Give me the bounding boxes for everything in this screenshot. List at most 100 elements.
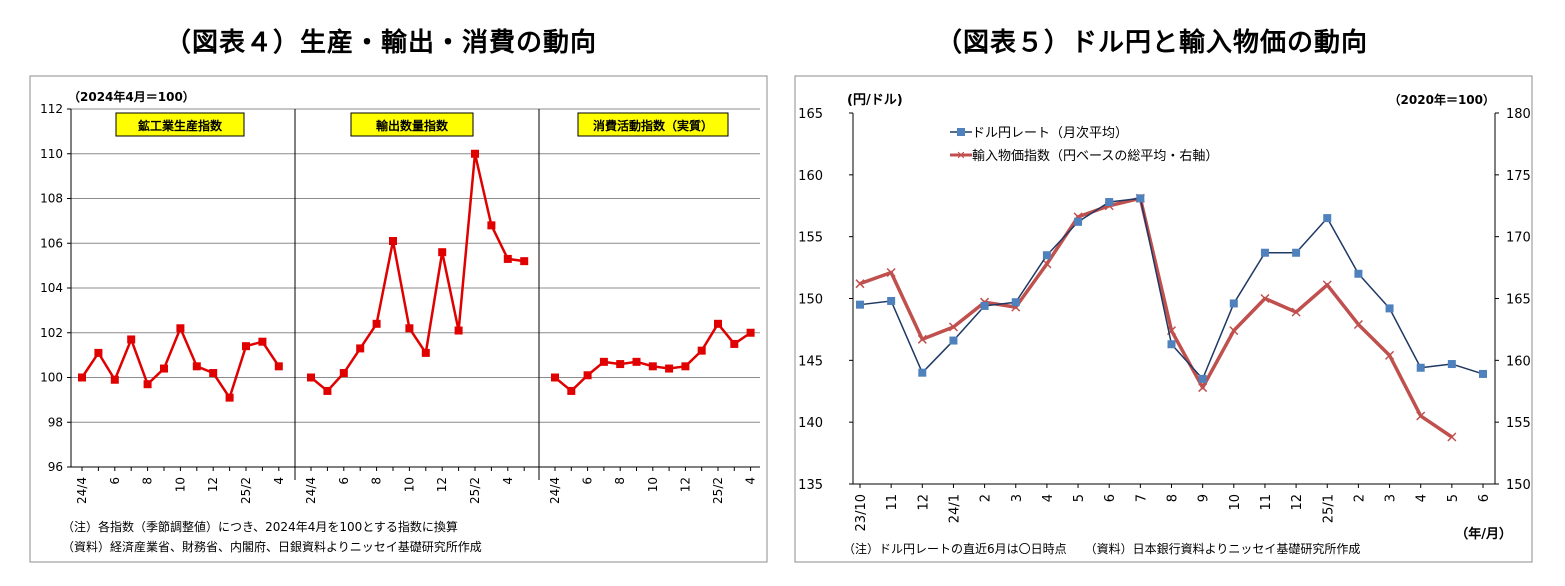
chart4-x-tick-label: 12: [206, 477, 220, 492]
chart4-x-tick-label: 10: [173, 477, 187, 492]
chart4-panel-1: 鉱工業生産指数 24/4 6 8 10 12 25/2 4: [75, 112, 286, 504]
chart5-y-tick-label-right: 165: [1506, 293, 1531, 308]
chart4-data-point: [323, 386, 332, 395]
chart5: (円/ドル) （2020年＝100） 135 140 145 150 155 160 165…: [794, 75, 1533, 563]
chart4-data-point: [599, 357, 608, 366]
chart4-data-point: [258, 337, 267, 346]
chart4-data-point: [438, 248, 447, 257]
chart4-data-point: [192, 362, 201, 371]
chart4-x-tick-label: 25/2: [468, 477, 482, 504]
chart4-panels: 鉱工業生産指数 24/4 6 8 10 12 25/2 4 輸出数量指数 24/4 6 8 10 12 25…: [75, 112, 758, 504]
chart4-data-point: [225, 393, 234, 402]
chart5-usdjpy-point: [1229, 299, 1238, 308]
chart5-axes: 135 140 145 150 155 160 165 150 155 160 165 170 175 1…: [798, 107, 1531, 531]
chart5-usdjpy-point: [980, 301, 989, 310]
chart5-x-tick-label: 5: [1446, 494, 1461, 502]
chart5-import-price-point: [886, 267, 896, 278]
chart5-x-tick-label: 9: [1197, 494, 1212, 502]
chart4-data-point: [487, 221, 496, 230]
chart4-x-tick-label: 6: [581, 477, 595, 485]
chart4-x-tick-label: 12: [435, 477, 449, 492]
legend-marker-usdjpy: [957, 128, 965, 136]
chart4-x-tick-label: 4: [744, 477, 758, 485]
chart4-x-tick-label: 4: [272, 477, 286, 485]
chart4-panel-label: 消費活動指数（実質）: [593, 118, 713, 133]
chart4-data-point: [94, 348, 103, 357]
chart4-data-point: [714, 319, 722, 328]
chart5-import-price-point: [948, 322, 958, 332]
legend-label-import-price: 輸入物価指数（円ベースの総平均・右軸）: [972, 149, 1218, 164]
chart4-data-point: [176, 324, 185, 333]
chart4-x-tick-label: 10: [402, 477, 416, 492]
chart5-import-price-point: [1447, 432, 1457, 442]
chart5-usdjpy-point: [887, 296, 896, 305]
chart5-y-tick-label-right: 175: [1506, 169, 1531, 184]
chart4-y-tick-label: 98: [48, 415, 63, 429]
chart4-panel-label-box: [350, 112, 474, 137]
chart4-panel-label-box: [115, 112, 245, 137]
chart4-data-point: [503, 254, 512, 263]
chart5-usdjpy-point: [1292, 248, 1301, 257]
chart5-x-tick-label: 3: [1384, 494, 1399, 502]
chart5-x-tick-label: 4: [1041, 494, 1056, 502]
chart4-data-point: [242, 342, 250, 351]
chart4-y-tick-label: 106: [40, 236, 63, 250]
chart4-x-tick-label: 8: [141, 477, 155, 485]
chart4-data-point: [110, 375, 119, 384]
chart5-x-tick-label: 12: [1290, 494, 1305, 511]
chart5-y-tick-label-right: 160: [1506, 354, 1531, 369]
chart5-usdjpy-point: [1416, 363, 1425, 372]
chart5-x-tick-label: 6: [1103, 494, 1118, 502]
chart4-data-point: [421, 348, 430, 357]
chart5-y-tick-label-right: 170: [1506, 231, 1531, 246]
chart4-data-point: [730, 339, 739, 348]
chart4-data-point: [520, 257, 529, 266]
chart4-unit-label: （2024年4月＝100）: [68, 89, 195, 104]
chart4: （2024年4月＝100） 9698100102104106108110112 …: [29, 75, 768, 563]
chart4-note: （注）各指数（季節調整値）につき、2024年4月を100とする指数に換算: [62, 519, 458, 534]
chart5-usdjpy-point: [1323, 214, 1332, 223]
chart4-data-point: [632, 357, 641, 366]
chart4-data-point: [583, 371, 592, 380]
chart4-x-tick-label: 25/2: [711, 477, 725, 504]
chart5-import-price-point: [1198, 383, 1208, 393]
chart4-data-point: [389, 237, 397, 246]
chart5-y-tick-label-left: 155: [798, 231, 823, 246]
chart4-data-point: [697, 346, 706, 355]
chart4-frame: [29, 75, 768, 563]
chart5-usdjpy-point: [1042, 251, 1051, 260]
chart5-usdjpy-point: [1385, 304, 1394, 313]
chart5-x-tick-label: 12: [916, 494, 931, 511]
chart5-usdjpy-point: [1354, 269, 1363, 278]
chart5-frame: [794, 75, 1533, 563]
chart4-data-point: [339, 369, 348, 378]
chart5-usdjpy-point: [1198, 374, 1207, 383]
chart4-x-tick-label: 24/4: [548, 477, 562, 504]
chart4-data-point: [78, 373, 86, 382]
chart4-data-point: [209, 369, 218, 378]
chart5-title: （図表５）ドル円と輸入物価の動向: [936, 28, 1369, 58]
chart5-x-tick-label: 5: [1072, 494, 1087, 502]
chart5-legend: ドル円レート（月次平均） ✕ 輸入物価指数（円ベースの総平均・右軸）: [950, 125, 1218, 164]
chart4-data-point: [551, 373, 559, 382]
chart5-x-tick-label: 2: [1352, 494, 1367, 502]
chart4-x-tick-label: 8: [613, 477, 627, 485]
chart4-data-point: [127, 335, 136, 344]
chart5-note: （注）ドル円レートの直近6月は〇日時点 （資料）日本銀行資料よりニッセイ基礎研究…: [843, 541, 1360, 556]
chart4-panel-2: 輸出数量指数 24/4 6 8 10 12 25/2 4: [304, 112, 529, 504]
chart5-usdjpy-point: [949, 336, 958, 345]
chart5-left-unit: (円/ドル): [847, 93, 903, 108]
chart5-x-tick-label: 25/1: [1321, 494, 1336, 523]
chart4-data-point: [616, 360, 625, 369]
chart5-y-tick-label-left: 165: [798, 107, 823, 122]
chart5-y-tick-label-left: 160: [798, 169, 823, 184]
chart5-import-price-point: [1042, 259, 1052, 269]
chart5-x-tick-label: 23/10: [854, 494, 869, 531]
chart5-x-tick-label: 10: [1228, 494, 1243, 511]
chart5-usdjpy-point: [1011, 298, 1020, 307]
chart4-x-tick-label: 24/4: [304, 477, 318, 504]
chart4-data-point: [356, 344, 365, 353]
chart4-panel-label-box: [577, 112, 729, 137]
chart4-data-point: [665, 364, 674, 373]
chart4-data-point: [471, 149, 479, 158]
